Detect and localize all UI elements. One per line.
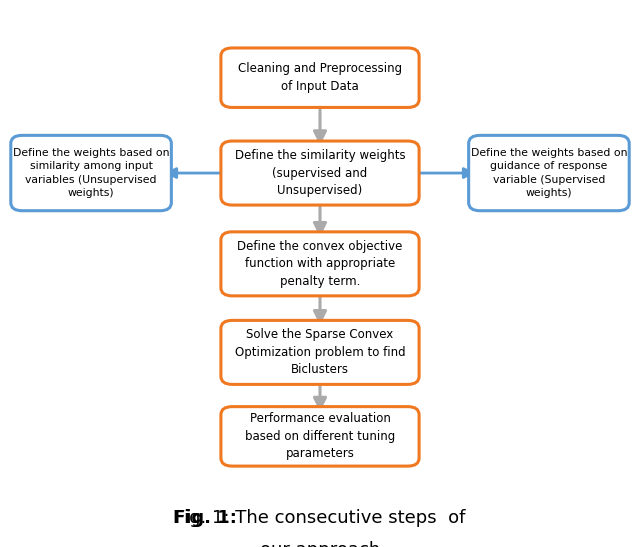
Text: Cleaning and Preprocessing
of Input Data: Cleaning and Preprocessing of Input Data	[238, 62, 402, 93]
Text: Define the weights based on
guidance of response
variable (Supervised
weights): Define the weights based on guidance of …	[470, 148, 627, 199]
Text: Solve the Sparse Convex
Optimization problem to find
Biclusters: Solve the Sparse Convex Optimization pro…	[235, 328, 405, 376]
Text: Performance evaluation
based on different tuning
parameters: Performance evaluation based on differen…	[245, 412, 395, 461]
Text: Fig. 1: The consecutive steps  of: Fig. 1: The consecutive steps of	[175, 509, 465, 527]
Text: Fig. 1:: Fig. 1:	[173, 509, 237, 527]
Text: Define the weights based on
similarity among input
variables (Unsupervised
weigh: Define the weights based on similarity a…	[13, 148, 170, 199]
FancyBboxPatch shape	[11, 135, 172, 211]
FancyBboxPatch shape	[221, 321, 419, 385]
Text: our approach: our approach	[260, 541, 380, 547]
FancyBboxPatch shape	[221, 48, 419, 107]
Text: Define the similarity weights
(supervised and
Unsupervised): Define the similarity weights (supervise…	[235, 149, 405, 197]
Text: Define the convex objective
function with appropriate
penalty term.: Define the convex objective function wit…	[237, 240, 403, 288]
FancyBboxPatch shape	[221, 141, 419, 205]
FancyBboxPatch shape	[468, 135, 629, 211]
FancyBboxPatch shape	[221, 232, 419, 296]
FancyBboxPatch shape	[221, 406, 419, 466]
